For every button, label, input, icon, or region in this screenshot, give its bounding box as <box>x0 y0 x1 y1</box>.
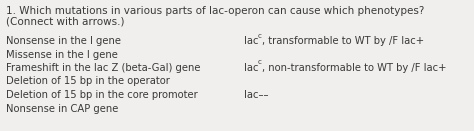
Text: Deletion of 15 bp in the core promoter: Deletion of 15 bp in the core promoter <box>6 90 198 100</box>
Text: lac: lac <box>244 36 259 46</box>
Text: lac––: lac–– <box>244 90 269 100</box>
Text: lac: lac <box>244 63 259 73</box>
Text: Nonsense in the I gene: Nonsense in the I gene <box>6 36 121 46</box>
Text: 1. Which mutations in various parts of lac-operon can cause which phenotypes?: 1. Which mutations in various parts of l… <box>6 6 424 16</box>
Text: c: c <box>257 32 262 39</box>
Text: Missense in the I gene: Missense in the I gene <box>6 50 118 59</box>
Text: Frameshift in the lac Z (beta-Gal) gene: Frameshift in the lac Z (beta-Gal) gene <box>6 63 201 73</box>
Text: , non-transformable to WT by /F lac+: , non-transformable to WT by /F lac+ <box>262 63 446 73</box>
Text: Nonsense in CAP gene: Nonsense in CAP gene <box>6 103 118 113</box>
Text: Deletion of 15 bp in the operator: Deletion of 15 bp in the operator <box>6 77 170 86</box>
Text: (Connect with arrows.): (Connect with arrows.) <box>6 17 125 27</box>
Text: c: c <box>257 59 262 66</box>
Text: , transformable to WT by /F lac+: , transformable to WT by /F lac+ <box>262 36 424 46</box>
